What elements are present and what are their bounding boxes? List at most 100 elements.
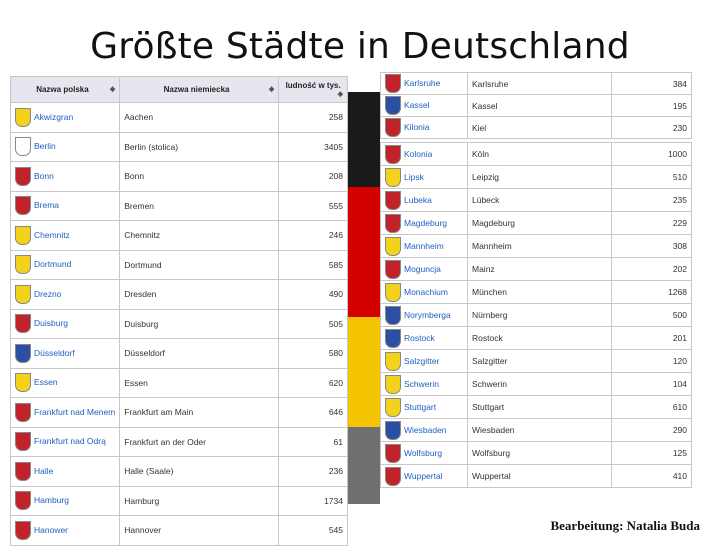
polish-name-cell: Dortmund [9,249,121,280]
polish-name-cell: Monachium [380,280,468,304]
column-header-population[interactable]: ludność w tys. ◆ [278,76,348,103]
population-cell: 1268 [611,280,692,304]
city-link[interactable]: Kolonia [404,148,433,159]
table-row: Kilonia Kiel 230 [380,116,692,139]
city-link[interactable]: Salzgitter [404,355,440,366]
population-cell: 236 [278,456,348,487]
city-coat-of-arms-icon [385,74,401,93]
german-name-cell: Stuttgart [467,395,612,419]
city-link[interactable]: Hamburg [34,495,69,505]
table-header-row: Nazwa polska ◆ Nazwa niemiecka ◆ ludność w… [9,76,348,103]
polish-name-cell: Lipsk [380,165,468,189]
column-header-german[interactable]: Nazwa niemiecka ◆ [119,76,280,103]
city-link[interactable]: Frankfurt nad Odrą [34,436,106,446]
german-name-cell: Kiel [467,116,612,139]
city-link[interactable]: Lubeka [404,194,432,205]
sort-icon[interactable]: ◆ [337,91,343,98]
polish-name-cell: Hanower [9,515,121,546]
german-name-cell: Wiesbaden [467,418,612,442]
city-link[interactable]: Karlsruhe [404,77,441,88]
city-coat-of-arms-icon [385,282,401,302]
polish-name-cell: Drezno [9,279,121,310]
city-link[interactable]: Monachium [404,286,448,297]
population-cell: 500 [611,303,692,327]
city-link[interactable]: Dortmund [34,259,72,269]
german-name-cell: Frankfurt am Main [119,397,280,428]
population-cell: 202 [611,257,692,281]
population-cell: 258 [278,102,348,133]
german-name-cell: Düsseldorf [119,338,280,369]
city-coat-of-arms-icon [15,255,31,275]
city-link[interactable]: Berlin [34,141,56,151]
german-name-cell: Salzgitter [467,349,612,373]
german-name-cell: Essen [119,367,280,398]
city-link[interactable]: Wiesbaden [404,424,447,435]
german-name-cell: Bremen [119,190,280,221]
city-coat-of-arms-icon [15,314,31,334]
german-name-cell: Mannheim [467,234,612,258]
city-link[interactable]: Lipsk [404,171,424,182]
city-link[interactable]: Duisburg [34,318,69,328]
table-row: Dortmund Dortmund 585 [9,249,348,280]
polish-name-cell: Chemnitz [9,220,121,251]
polish-name-cell: Kolonia [380,142,468,166]
city-link[interactable]: Schwerin [404,378,439,389]
city-coat-of-arms-icon [385,466,401,486]
city-link[interactable]: Stuttgart [404,401,437,412]
polish-name-cell: Akwizgran [9,102,121,133]
table-row: Hanower Hannover 545 [9,515,348,546]
city-link[interactable]: Chemnitz [34,229,70,240]
population-cell: 235 [611,188,692,212]
city-coat-of-arms-icon [15,461,31,481]
polish-name-cell: Norymberga [380,303,468,327]
city-link[interactable]: Rostock [404,332,435,343]
table-row: Karlsruhe Karlsruhe 384 [380,72,692,95]
city-link[interactable]: Brema [34,200,60,210]
city-link[interactable]: Essen [34,377,58,387]
german-name-cell: Aachen [119,102,280,133]
city-link[interactable]: Düsseldorf [34,347,75,358]
city-link[interactable]: Kassel [404,99,430,110]
city-link[interactable]: Frankfurt nad Menem [34,406,116,417]
german-name-cell: Mainz [467,257,612,281]
city-coat-of-arms-icon [385,420,401,440]
population-cell: 1734 [278,485,348,516]
polish-name-cell: Frankfurt nad Menem [9,397,121,428]
polish-name-cell: Bonn [9,161,121,192]
table-row: Wolfsburg Wolfsburg 125 [380,441,692,465]
population-cell: 545 [278,515,348,546]
polish-name-cell: Wuppertal [380,464,468,488]
population-cell: 208 [278,161,348,192]
polish-name-cell: Berlin [9,131,121,162]
table-row: Akwizgran Aachen 258 [9,102,348,133]
city-coat-of-arms-icon [15,107,31,127]
polish-name-cell: Kassel [380,94,468,117]
table-row: Drezno Dresden 490 [9,279,348,310]
flag-gold-band [348,317,380,427]
sort-icon[interactable]: ◆ [109,86,116,93]
german-name-cell: Hamburg [119,485,280,516]
city-link[interactable]: Hanower [34,524,69,535]
city-link[interactable]: Drezno [34,288,62,299]
city-link[interactable]: Norymberga [404,309,451,320]
city-link[interactable]: Bonn [34,170,54,181]
city-link[interactable]: Moguncja [404,263,441,274]
city-coat-of-arms-icon [15,284,31,304]
city-link[interactable]: Wuppertal [404,470,443,481]
left-city-table: Nazwa polska ◆ Nazwa niemiecka ◆ ludność w… [9,76,348,546]
city-link[interactable]: Kilonia [404,121,430,132]
german-flag-stripe [348,92,380,504]
city-coat-of-arms-icon [15,373,31,393]
city-link[interactable]: Halle [34,465,54,476]
city-link[interactable]: Akwizgran [34,111,74,122]
city-link[interactable]: Wolfsburg [404,447,443,458]
city-link[interactable]: Magdeburg [404,217,448,228]
german-name-cell: Frankfurt an der Oder [119,426,280,457]
table-row: Frankfurt nad Odrą Frankfurt an der Oder 6… [9,426,348,457]
german-name-cell: Wuppertal [467,464,612,488]
sort-icon[interactable]: ◆ [268,86,275,93]
city-link[interactable]: Mannheim [404,240,444,251]
population-cell: 61 [278,426,348,457]
german-name-cell: Schwerin [467,372,612,396]
column-header-polish[interactable]: Nazwa polska ◆ [9,76,121,103]
